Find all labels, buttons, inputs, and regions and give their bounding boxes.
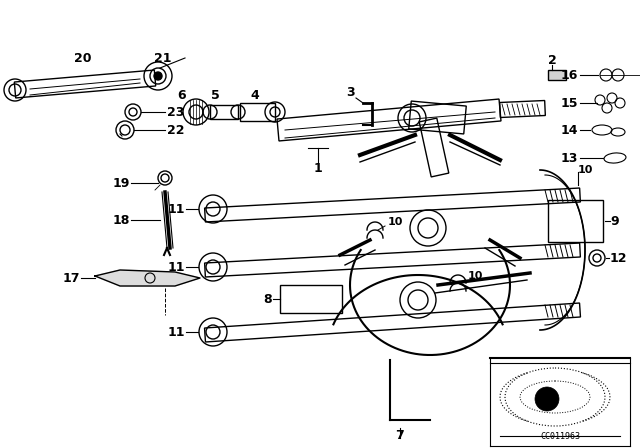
Text: 11: 11 xyxy=(168,202,185,215)
Text: 12: 12 xyxy=(610,251,627,264)
Text: 14: 14 xyxy=(561,124,578,137)
Text: 8: 8 xyxy=(264,293,272,306)
Text: CC011963: CC011963 xyxy=(540,432,580,441)
Text: 16: 16 xyxy=(561,69,578,82)
Text: 18: 18 xyxy=(113,214,130,227)
Text: 4: 4 xyxy=(251,89,259,102)
Text: 17: 17 xyxy=(63,271,80,284)
Text: 11: 11 xyxy=(168,260,185,273)
Text: 6: 6 xyxy=(178,89,186,102)
Text: 10: 10 xyxy=(578,165,593,175)
Bar xyxy=(548,70,566,80)
Text: 22: 22 xyxy=(167,124,184,137)
Text: 1: 1 xyxy=(314,161,323,175)
Text: 2: 2 xyxy=(548,53,556,66)
Text: 15: 15 xyxy=(561,96,578,109)
Circle shape xyxy=(535,387,559,411)
Text: 5: 5 xyxy=(211,89,220,102)
Circle shape xyxy=(154,72,162,80)
Text: 13: 13 xyxy=(561,151,578,164)
Text: 7: 7 xyxy=(396,428,404,441)
Polygon shape xyxy=(95,270,200,286)
Bar xyxy=(548,200,603,242)
Text: 19: 19 xyxy=(113,177,130,190)
Text: 21: 21 xyxy=(154,52,172,65)
Text: 11: 11 xyxy=(168,326,185,339)
Text: 10: 10 xyxy=(468,271,483,281)
Text: 3: 3 xyxy=(346,86,355,99)
Bar xyxy=(280,285,342,313)
Text: 10: 10 xyxy=(388,217,403,227)
Text: 9: 9 xyxy=(610,215,619,228)
Text: 20: 20 xyxy=(74,52,92,65)
Text: 23: 23 xyxy=(167,105,184,119)
